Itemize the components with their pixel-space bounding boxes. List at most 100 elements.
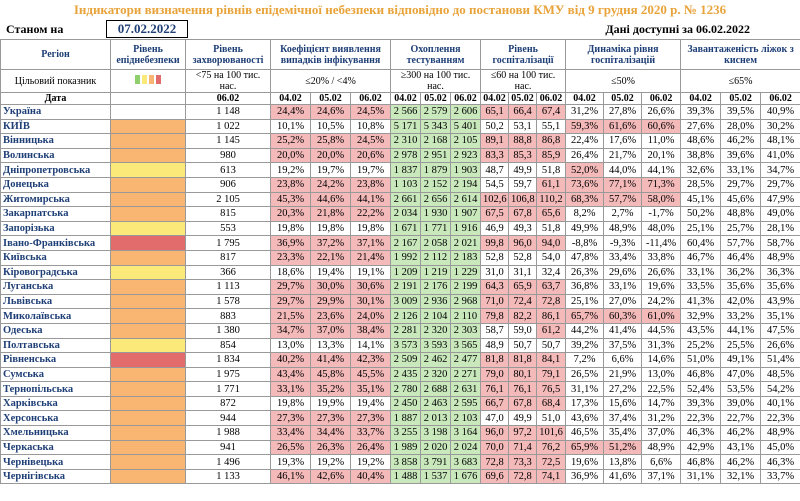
hospitalization-value: 52,8	[480, 249, 510, 266]
region-row: Полтавська 854 13,0% 13,3% 14,1% 3 573 3 593 3 …	[0, 337, 800, 354]
positivity-value: 34,7%	[270, 322, 311, 339]
testing-value: 2 656	[420, 191, 451, 208]
testing-value: 2 579	[420, 104, 451, 120]
target: <75 на 100 тис. нас.	[185, 69, 271, 93]
rate: 980	[185, 147, 271, 164]
region: Житомирська	[0, 191, 111, 208]
date-label: Дата	[0, 92, 111, 105]
region: Львівська	[0, 293, 111, 310]
hospitalization-value: 31,1	[508, 264, 538, 281]
testing-value: 2 105	[449, 133, 482, 149]
date: 04.02	[565, 92, 605, 105]
testing-value: 3 683	[449, 454, 482, 470]
dynamics-value: 61,6%	[603, 118, 643, 135]
occupancy-value: 29,7%	[720, 176, 762, 193]
positivity-value: 35,1%	[350, 381, 391, 397]
testing-value: 2 951	[420, 147, 451, 164]
region: Запорізька	[0, 220, 111, 237]
hospitalization-value: 71,4	[508, 439, 538, 456]
region-row: Одеська 1 380 34,7% 37,0% 38,4% 2 281 2 320 2 3…	[0, 322, 800, 339]
testing-value: 2 104	[420, 308, 451, 324]
positivity-value: 20,6%	[350, 147, 391, 164]
region-row: Запорізька 553 19,8% 19,8% 19,8% 1 671 1 771 1 …	[0, 220, 800, 237]
dynamics-value: 7,2%	[565, 352, 605, 368]
dynamics-value: 46,5%	[565, 425, 605, 441]
occupancy-value: 41,3%	[680, 293, 722, 310]
testing-value: 2 183	[449, 249, 482, 266]
region: Івано-Франківська	[0, 235, 111, 251]
testing-value: 1 903	[449, 162, 482, 178]
testing-value: 2 168	[420, 133, 451, 149]
target: ≤20% / <4%	[270, 69, 391, 93]
rate: 1 795	[185, 235, 271, 251]
positivity-value: 41,4%	[310, 352, 351, 368]
dynamics-value: -8,8%	[565, 235, 605, 251]
occupancy-value: 25,7%	[720, 220, 762, 237]
dynamics-value: 15,6%	[603, 395, 643, 412]
hospitalization-value: 54,5	[480, 176, 510, 193]
testing-value: 2 435	[390, 366, 421, 383]
occupancy-value: 45,1%	[680, 191, 722, 208]
testing-value: 1 879	[420, 162, 451, 178]
dynamics-value: 51,2%	[603, 439, 643, 456]
region: Київська	[0, 249, 111, 266]
region-row: Хмельницька 1 988 33,4% 34,4% 33,7% 3 255 3 19…	[0, 425, 800, 441]
col-header: Охоплення тестуванням	[389, 39, 482, 70]
occupancy-value: 54,2%	[760, 381, 800, 397]
occupancy-value: 48,1%	[760, 133, 800, 149]
occupancy-value: 22,3%	[680, 410, 722, 427]
hospitalization-value: 70,0	[480, 439, 510, 456]
risk-level	[110, 133, 186, 149]
dynamics-value: 26,4%	[565, 147, 605, 164]
positivity-value: 26,5%	[270, 439, 311, 456]
risk-level	[110, 468, 186, 485]
dynamics-value: 44,2%	[565, 322, 605, 339]
hospitalization-value: 72,8	[536, 293, 567, 310]
region-row: Рівненська 1 834 40,2% 41,4% 42,3% 2 509 2 462…	[0, 352, 800, 368]
dynamics-value: 59,3%	[565, 118, 605, 135]
testing-value: 1 209	[390, 264, 421, 281]
region-row: Черкаська 941 26,5% 26,3% 26,4% 1 989 2 020 2 0…	[0, 439, 800, 456]
occupancy-value: 25,5%	[720, 337, 762, 354]
positivity-value: 23,3%	[270, 249, 311, 266]
risk-level	[110, 162, 186, 178]
hospitalization-value: 76,2	[536, 439, 567, 456]
testing-value: 2 978	[390, 147, 421, 164]
positivity-value: 33,1%	[270, 381, 311, 397]
positivity-value: 24,6%	[310, 104, 351, 120]
occupancy-value: 45,0%	[760, 439, 800, 456]
testing-value: 2 566	[390, 104, 421, 120]
dynamics-value: -9,3%	[603, 235, 643, 251]
positivity-value: 19,7%	[350, 162, 391, 178]
occupancy-value: 35,6%	[760, 279, 800, 295]
occupancy-value: 46,3%	[680, 425, 722, 441]
occupancy-value: 22,7%	[720, 410, 762, 427]
testing-value: 1 219	[420, 264, 451, 281]
positivity-value: 19,2%	[310, 454, 351, 470]
rate: 906	[185, 176, 271, 193]
testing-value: 2 320	[420, 322, 451, 339]
hospitalization-value: 64,3	[480, 279, 510, 295]
positivity-value: 26,4%	[350, 439, 391, 456]
occupancy-value: 33,5%	[680, 279, 722, 295]
region-row: Вінницька 1 145 25,2% 25,8% 24,5% 2 310 2 168 2…	[0, 133, 800, 149]
positivity-value: 21,8%	[310, 206, 351, 222]
testing-value: 2 103	[449, 410, 482, 427]
dynamics-value: 25,1%	[565, 293, 605, 310]
date: 06.02	[536, 92, 567, 105]
testing-value: 2 303	[449, 322, 482, 339]
target: ≤60 на 100 тис. нас.	[480, 69, 567, 93]
occupancy-value: 45,6%	[720, 191, 762, 208]
occupancy-value: 34,7%	[760, 162, 800, 178]
risk-level	[110, 235, 186, 251]
occupancy-value: 46,3%	[760, 454, 800, 470]
hospitalization-value: 86,8	[536, 133, 567, 149]
occupancy-value: 46,8%	[680, 366, 722, 383]
dynamics-value: 60,6%	[641, 118, 682, 135]
hospitalization-value: 83,3	[480, 147, 510, 164]
occupancy-value: 33,2%	[720, 308, 762, 324]
dynamics-value: 22,4%	[565, 133, 605, 149]
region-row: КИЇВ 1 022 10,1% 10,5% 10,8% 5 171 5 343 5 401 5…	[0, 118, 800, 135]
occupancy-value: 39,3%	[680, 395, 722, 412]
indicator-table: Регіон Рівень епіднебезпеки Рівень захво…	[0, 39, 800, 485]
